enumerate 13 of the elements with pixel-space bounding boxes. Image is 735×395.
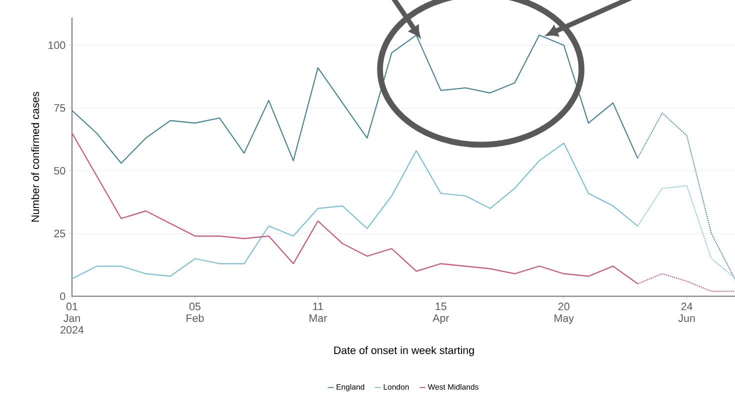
y-tick-label: 75 bbox=[54, 104, 66, 112]
y-axis-title: Number of confirmed cases bbox=[31, 92, 40, 222]
y-tick-label: 50 bbox=[54, 166, 66, 175]
y-tick-label: 0 bbox=[60, 292, 66, 300]
x-axis-title: Date of onset in week starting bbox=[334, 346, 474, 356]
x-tick-label: 24 Jun bbox=[678, 302, 695, 322]
y-tick-label: 100 bbox=[48, 41, 66, 49]
x-tick-label: 05 Feb bbox=[186, 302, 204, 322]
x-tick-label: 11 Mar bbox=[310, 302, 327, 322]
x-tick-label: 15 Apr bbox=[432, 302, 450, 324]
x-tick-label: 20 May bbox=[554, 302, 574, 324]
y-tick-label: 25 bbox=[54, 230, 66, 238]
x-tick-label: 01 Jan 2024 bbox=[60, 302, 84, 334]
